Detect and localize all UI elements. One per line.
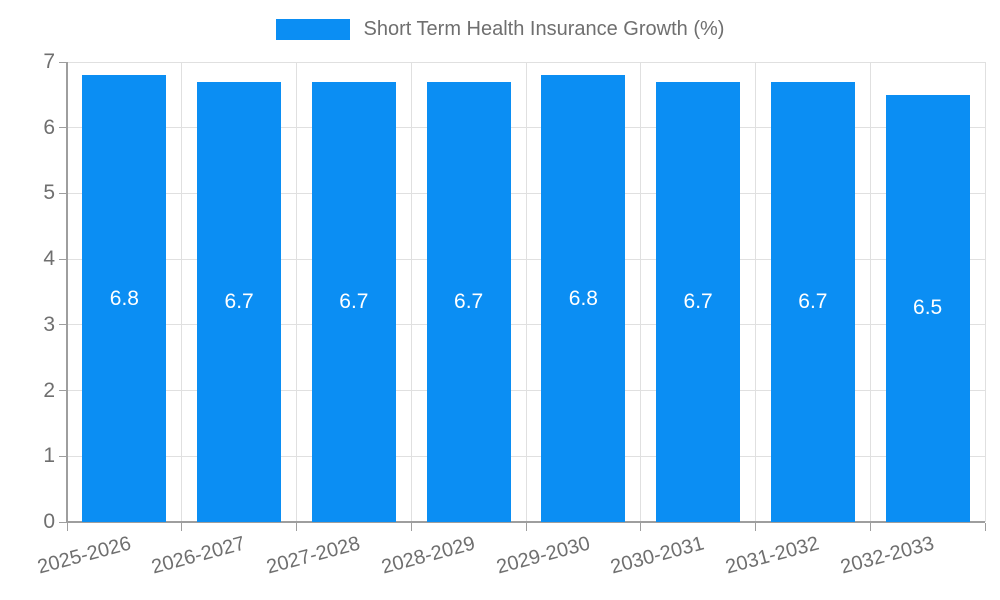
bar-value-label: 6.8 — [568, 286, 598, 310]
y-axis-line — [66, 62, 68, 522]
y-axis-tick — [59, 61, 67, 63]
bar: 6.5 — [885, 94, 970, 522]
gridline-vertical — [984, 62, 986, 522]
bar: 6.7 — [656, 81, 741, 522]
gridline-vertical — [296, 62, 297, 522]
bar-value-label: 6.8 — [109, 286, 139, 310]
bar-value-label: 6.7 — [454, 289, 484, 313]
y-axis-tick — [59, 521, 67, 523]
x-tick-label: 2026-2027 — [149, 532, 248, 579]
gridline-vertical — [755, 62, 756, 522]
bar-value-label: 6.7 — [339, 289, 369, 313]
x-tick-label: 2025-2026 — [35, 532, 134, 579]
y-tick-label: 6 — [43, 115, 55, 139]
bar: 6.7 — [426, 81, 511, 522]
x-tick-label: 2030-2031 — [608, 532, 707, 579]
bar: 6.7 — [770, 81, 855, 522]
gridline-vertical — [525, 62, 527, 522]
x-tick-label: 2029-2030 — [494, 532, 593, 579]
bar-value-label: 6.7 — [798, 289, 828, 313]
x-axis-tick — [640, 523, 642, 531]
y-axis-tick — [59, 324, 67, 326]
y-tick-label: 3 — [43, 312, 55, 336]
gridline-vertical — [640, 62, 642, 522]
y-axis-tick — [59, 455, 67, 457]
x-tick-label: 2028-2029 — [379, 532, 478, 579]
legend-label[interactable]: Short Term Health Insurance Growth (%) — [363, 18, 725, 40]
bar: 6.7 — [197, 81, 282, 522]
x-axis-line — [66, 521, 985, 523]
bar: 6.8 — [82, 75, 167, 522]
legend-swatch[interactable] — [275, 19, 350, 40]
gridline-vertical — [410, 62, 412, 522]
x-axis-tick — [984, 523, 986, 531]
y-tick-label: 2 — [43, 378, 55, 402]
x-tick-label: 2031-2032 — [723, 532, 822, 579]
bar-value-label: 6.5 — [913, 296, 943, 320]
x-axis-tick — [410, 523, 412, 531]
x-tick-label: 2027-2028 — [264, 532, 363, 579]
y-tick-label: 7 — [43, 50, 55, 73]
gridline-vertical — [181, 62, 183, 522]
plot-area: 6.8 2025-2026 6.7 2026-2027 6.7 2027-2028 6.7 2… — [35, 61, 986, 578]
y-axis-tick — [59, 192, 67, 194]
x-axis-tick — [66, 523, 68, 531]
gridline-vertical — [869, 62, 871, 522]
x-axis-tick — [869, 523, 871, 531]
legend: Short Term Health Insurance Growth (%) — [0, 18, 1000, 41]
x-axis-tick — [296, 523, 297, 531]
y-axis-tick — [59, 390, 67, 392]
x-axis-tick — [525, 523, 527, 531]
bar: 6.8 — [541, 75, 626, 522]
x-axis-tick — [181, 523, 183, 531]
y-axis: 0 1 2 3 4 5 6 7 — [0, 51, 67, 533]
x-axis-tick — [755, 523, 756, 531]
y-tick-label: 4 — [43, 247, 55, 271]
y-tick-label: 0 — [43, 510, 55, 533]
x-tick-label: 2032-2033 — [838, 532, 937, 579]
y-axis-tick — [59, 258, 67, 260]
bar-value-label: 6.7 — [224, 289, 254, 313]
y-tick-label: 1 — [43, 444, 55, 468]
y-tick-label: 5 — [43, 181, 55, 205]
y-axis-tick — [59, 127, 67, 129]
bar-value-label: 6.7 — [683, 289, 713, 313]
bar: 6.7 — [311, 81, 396, 522]
